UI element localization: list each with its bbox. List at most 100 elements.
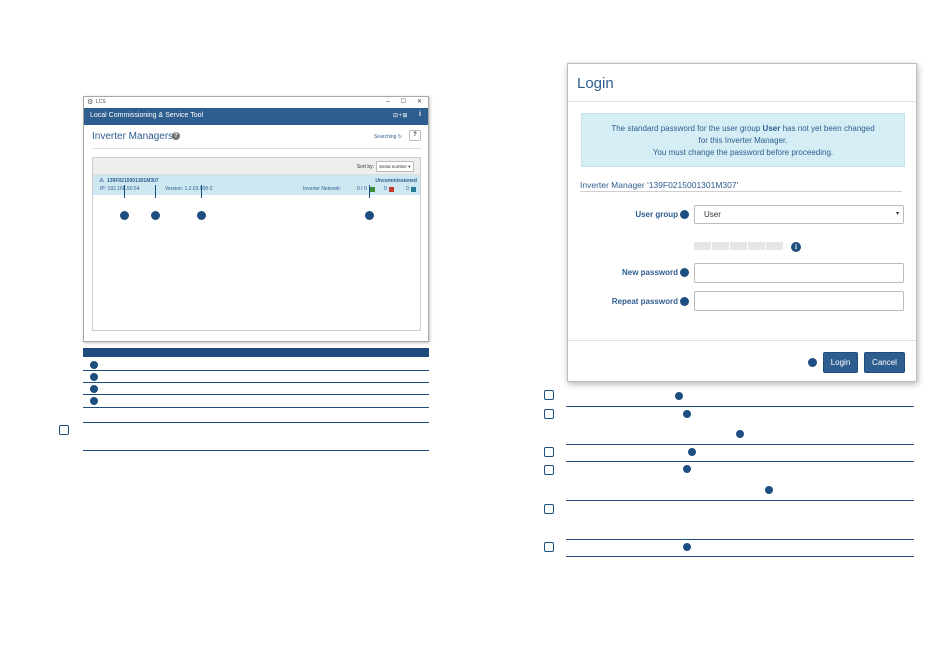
alert-line-1: The standard password for the user group…	[611, 124, 875, 133]
help-icon[interactable]: ?	[172, 132, 180, 140]
callout-marker	[120, 211, 129, 220]
app-title: Local Commissioning & Service Tool	[90, 112, 204, 119]
legend-marker	[683, 410, 691, 418]
chevron-down-icon: ▾	[895, 211, 899, 217]
callout-line	[369, 185, 370, 198]
red-status-square	[389, 187, 394, 192]
legend-row-line	[566, 461, 914, 462]
lcs-window: ⚙ LCS – ☐ ✕ Local Commissioning & Servic…	[83, 96, 429, 342]
callout-line	[201, 185, 202, 198]
count-red: 0	[384, 186, 387, 192]
dialog-title: Login	[577, 75, 614, 92]
sort-label: Sort by:	[356, 164, 374, 170]
info-button[interactable]: i	[419, 111, 421, 118]
step-checkbox	[544, 465, 554, 475]
legend-row-line	[83, 407, 429, 408]
strength-segment	[730, 242, 747, 250]
legend-row-line	[83, 450, 429, 451]
legend-row-line	[566, 539, 914, 540]
step-checkbox	[544, 447, 554, 457]
device-serial: 139F0215001301M307	[107, 178, 159, 184]
legend-row-line	[566, 500, 914, 501]
blue-status-square	[411, 187, 416, 192]
strength-segment	[748, 242, 765, 250]
searching-status: Searching ↻	[373, 134, 402, 140]
question-button[interactable]: ?	[409, 130, 421, 141]
legend-marker	[736, 430, 744, 438]
callout-marker	[680, 297, 689, 306]
step-checkbox	[544, 390, 554, 400]
sort-bar: Sort by: Serial number ▾	[93, 158, 420, 175]
password-alert: The standard password for the user group…	[581, 113, 905, 167]
maximize-button[interactable]: ☐	[400, 99, 406, 105]
callout-marker	[680, 268, 689, 277]
alert-line-2: for this Inverter Manager.	[698, 136, 788, 145]
user-group-label: User group	[635, 210, 678, 219]
callout-marker	[197, 211, 206, 220]
legend-row-line	[83, 422, 429, 423]
window-title: LCS	[96, 99, 106, 105]
device-ip: IP: 192.168.50.54	[100, 186, 140, 192]
step-checkbox	[544, 409, 554, 419]
callout-line	[124, 185, 125, 198]
divider	[568, 101, 916, 102]
legend-row-line	[566, 406, 914, 407]
device-version: Version: 1.2.03.008-2	[165, 186, 213, 192]
repeat-password-field[interactable]	[694, 291, 904, 311]
login-dialog: Login The standard password for the user…	[567, 63, 917, 382]
legend-marker	[683, 543, 691, 551]
inverter-manager-row[interactable]: ⁂ 139F0215001301M307 Uncommissioned IP: …	[93, 175, 420, 195]
divider	[580, 191, 902, 192]
legend-row-line	[566, 556, 914, 557]
login-button[interactable]: Login	[823, 352, 858, 373]
divider	[92, 148, 421, 149]
note-checkbox	[59, 425, 69, 435]
legend-marker	[90, 361, 98, 369]
step-checkbox	[544, 504, 554, 514]
legend-marker	[90, 385, 98, 393]
user-group-select[interactable]: User ▾	[694, 205, 904, 224]
alert-line-3: You must change the password before proc…	[652, 148, 834, 157]
gear-icon: ⚙	[87, 99, 94, 106]
legend-marker	[90, 373, 98, 381]
legend-marker	[675, 392, 683, 400]
callout-marker	[365, 211, 374, 220]
legend-row-line	[83, 394, 429, 395]
step-checkbox	[544, 542, 554, 552]
callout-marker	[680, 210, 689, 219]
cancel-button[interactable]: Cancel	[864, 352, 905, 373]
sort-select[interactable]: Serial number ▾	[376, 161, 414, 172]
callout-marker	[151, 211, 160, 220]
network-icon: ⁂	[99, 178, 104, 184]
legend-row-line	[83, 382, 429, 383]
page-title: Inverter Managers	[92, 131, 174, 142]
strength-segment	[712, 242, 729, 250]
legend-row-line	[83, 370, 429, 371]
legend-marker	[683, 465, 691, 473]
strength-segment	[766, 242, 783, 250]
legend-row-line	[566, 444, 914, 445]
info-icon[interactable]: i	[791, 242, 801, 252]
inverter-manager-label: Inverter Manager '139F0215001301M307'	[580, 180, 739, 190]
strength-segment	[694, 242, 711, 250]
callout-line	[155, 185, 156, 198]
green-status-square	[370, 187, 375, 192]
legend-marker	[90, 397, 98, 405]
legend-marker	[688, 448, 696, 456]
window-titlebar: ⚙ LCS – ☐ ✕	[84, 97, 428, 108]
minimize-button[interactable]: –	[386, 98, 390, 105]
divider	[568, 340, 916, 341]
new-password-field[interactable]	[694, 263, 904, 283]
count-blue: 0	[406, 186, 409, 192]
refresh-icon: ↻	[397, 134, 402, 140]
legend-table-header	[83, 348, 429, 357]
language-icon[interactable]: ⊟+⊞	[392, 113, 408, 119]
app-header: Local Commissioning & Service Tool ⊟+⊞ i	[84, 108, 428, 125]
count-green: 0 / 0	[357, 186, 367, 192]
close-button[interactable]: ✕	[416, 99, 422, 105]
inverter-manager-list: Sort by: Serial number ▾ ⁂ 139F021500130…	[92, 157, 421, 331]
inverter-network-label: Inverter Network:	[303, 186, 342, 192]
new-password-label: New password	[621, 268, 678, 277]
device-status: Uncommissioned	[375, 178, 417, 184]
callout-marker	[808, 358, 817, 367]
